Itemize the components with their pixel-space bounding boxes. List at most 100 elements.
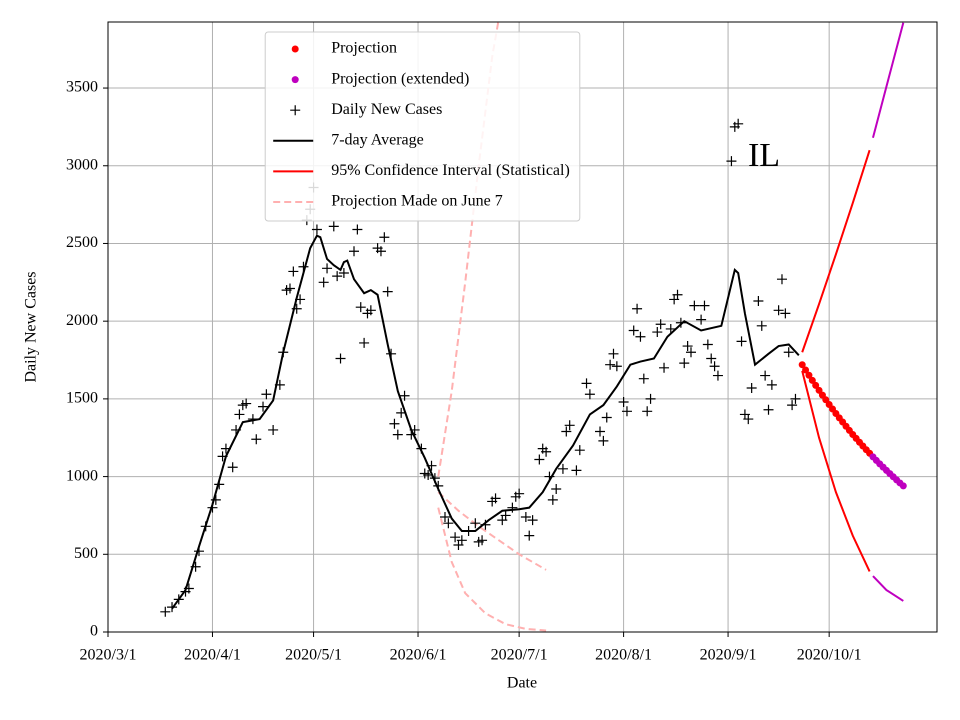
case-marker: [322, 263, 333, 274]
case-marker: [399, 390, 410, 401]
case-marker: [520, 511, 531, 522]
legend-label: Projection Made on June 7: [331, 193, 503, 210]
case-marker: [365, 305, 376, 316]
case-marker: [763, 404, 774, 415]
case-marker: [706, 353, 717, 364]
case-marker: [328, 221, 339, 232]
case-marker: [733, 118, 744, 129]
case-marker: [359, 337, 370, 348]
case-marker: [672, 289, 683, 300]
case-marker: [426, 460, 437, 471]
y-tick-label: 500: [74, 545, 98, 562]
x-axis-label: Date: [507, 675, 537, 692]
x-tick-label: 2020/7/1: [491, 647, 548, 664]
projection-point: [808, 376, 816, 384]
case-marker: [605, 359, 616, 370]
case-marker: [712, 370, 723, 381]
legend-label: 7-day Average: [331, 131, 424, 148]
y-tick-label: 1500: [66, 390, 98, 407]
case-marker: [217, 451, 228, 462]
case-marker: [456, 535, 467, 546]
case-marker: [258, 401, 269, 412]
case-marker: [409, 424, 420, 435]
case-marker: [386, 348, 397, 359]
case-marker: [682, 341, 693, 352]
case-marker: [298, 261, 309, 272]
case-marker: [790, 393, 801, 404]
case-marker: [783, 347, 794, 358]
legend-label: Projection: [331, 40, 397, 57]
case-marker: [773, 305, 784, 316]
y-tick-label: 2500: [66, 234, 98, 251]
case-marker: [274, 379, 285, 390]
case-marker: [423, 470, 434, 481]
case-marker: [443, 518, 454, 529]
case-marker: [551, 484, 562, 495]
case-marker: [490, 493, 501, 504]
case-marker: [709, 361, 720, 372]
case-marker: [541, 446, 552, 457]
case-marker: [696, 314, 707, 325]
legend-marker: [291, 76, 299, 84]
case-marker: [689, 300, 700, 311]
case-marker: [261, 389, 272, 400]
case-marker: [463, 525, 474, 536]
case-marker: [557, 463, 568, 474]
projection-point: [805, 371, 813, 379]
projection-point: [812, 381, 820, 389]
case-marker: [251, 434, 262, 445]
case-marker: [433, 480, 444, 491]
y-tick-label: 0: [90, 623, 98, 640]
projection-point: [802, 366, 810, 374]
case-marker: [524, 530, 535, 541]
case-marker: [598, 435, 609, 446]
case-marker: [621, 406, 632, 417]
line: [171, 234, 800, 610]
case-marker: [288, 266, 299, 277]
case-marker: [584, 389, 595, 400]
line: [872, 22, 905, 139]
case-marker: [284, 283, 295, 294]
case-marker: [679, 358, 690, 369]
case-marker: [190, 561, 201, 572]
case-marker: [268, 424, 279, 435]
x-tick-label: 2020/5/1: [285, 647, 342, 664]
legend-marker: [291, 45, 299, 53]
case-marker: [227, 462, 238, 473]
case-marker: [210, 494, 221, 505]
case-marker: [500, 510, 511, 521]
case-marker: [601, 412, 612, 423]
case-marker: [527, 515, 538, 526]
y-axis-label: Daily New Cases: [23, 271, 40, 382]
case-marker: [611, 361, 622, 372]
case-marker: [760, 370, 771, 381]
case-marker: [247, 414, 258, 425]
case-marker: [375, 246, 386, 257]
line: [801, 149, 871, 353]
line: [801, 370, 871, 572]
case-marker: [173, 594, 184, 605]
axes: 2020/3/1 2020/4/1 2020/5/1 2020/6/1 2020/7/1…: [66, 79, 862, 664]
case-marker: [571, 465, 582, 476]
case-marker: [295, 294, 306, 305]
case-marker: [736, 336, 747, 347]
case-marker: [746, 383, 757, 393]
case-marker: [618, 396, 629, 407]
projection-point: [899, 482, 907, 490]
dashed-line: [437, 507, 547, 632]
case-marker: [659, 362, 670, 373]
plot-area: [160, 22, 907, 632]
x-tick-label: 2020/4/1: [184, 647, 241, 664]
case-marker: [675, 317, 686, 328]
case-marker: [480, 519, 491, 530]
case-marker: [477, 535, 488, 546]
case-marker: [514, 488, 525, 499]
case-marker: [379, 232, 390, 243]
case-marker: [349, 246, 360, 257]
case-marker: [214, 479, 225, 490]
case-marker: [470, 518, 481, 529]
line: [872, 575, 904, 602]
case-marker: [702, 339, 713, 350]
case-marker: [207, 502, 218, 513]
